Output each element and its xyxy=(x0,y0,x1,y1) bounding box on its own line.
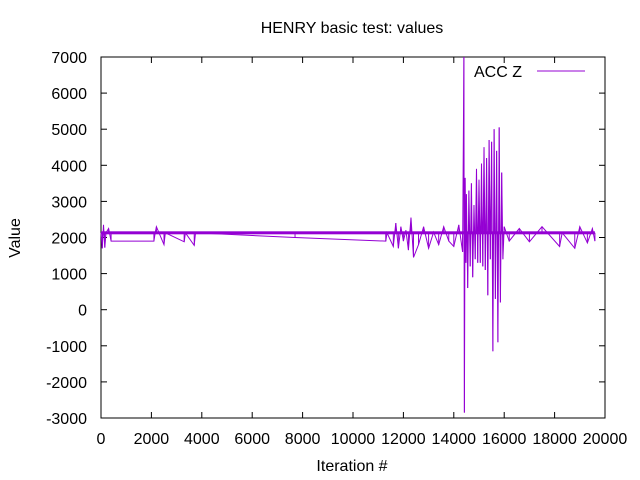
x-tick-label: 8000 xyxy=(285,431,321,448)
y-axis-ticks: -3000 -2000 -1000 0 1000 2000 3000 4000 5000 6000… xyxy=(46,50,605,428)
series-layer xyxy=(100,56,596,413)
y-tick-label: 6000 xyxy=(51,86,87,103)
y-tick-label: 2000 xyxy=(51,231,87,248)
x-tick-label: 20000 xyxy=(583,431,628,448)
legend: ACC Z xyxy=(474,64,585,81)
y-tick-label: 7000 xyxy=(51,50,87,67)
x-tick-label: 14000 xyxy=(432,431,477,448)
y-axis-label: Value xyxy=(7,218,24,258)
legend-label-acc-z: ACC Z xyxy=(474,64,522,81)
x-tick-label: 16000 xyxy=(482,431,527,448)
x-tick-label: 4000 xyxy=(184,431,220,448)
y-tick-label: 5000 xyxy=(51,122,87,139)
x-tick-label: 18000 xyxy=(532,431,577,448)
x-tick-label: 6000 xyxy=(234,431,270,448)
x-axis-label: Iteration # xyxy=(316,458,387,475)
y-tick-label: 3000 xyxy=(51,194,87,211)
y-tick-label: -1000 xyxy=(46,339,87,356)
y-tick-label: -3000 xyxy=(46,411,87,428)
y-tick-label: -2000 xyxy=(46,375,87,392)
y-tick-label: 4000 xyxy=(51,158,87,175)
x-tick-label: 12000 xyxy=(381,431,426,448)
x-tick-label: 0 xyxy=(97,431,106,448)
y-tick-label: 0 xyxy=(78,303,87,320)
y-tick-label: 1000 xyxy=(51,267,87,284)
x-tick-label: 2000 xyxy=(134,431,170,448)
x-tick-label: 10000 xyxy=(331,431,376,448)
chart-title: HENRY basic test: values xyxy=(261,20,444,37)
x-axis-ticks: 0 2000 4000 6000 8000 10000 12000 14000 16000 180… xyxy=(97,57,628,448)
series-baseline-band xyxy=(101,231,595,235)
series-line-acc-z xyxy=(100,56,596,413)
